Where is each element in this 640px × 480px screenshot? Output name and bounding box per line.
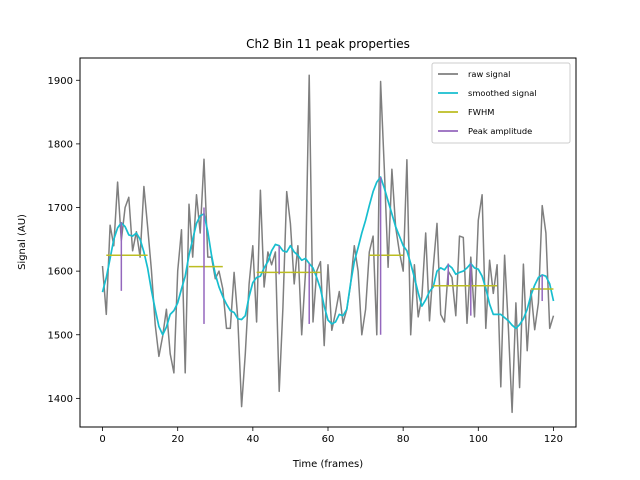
x-tick-label: 60 <box>322 434 335 445</box>
x-axis-label: Time (frames) <box>292 459 363 470</box>
x-tick-label: 120 <box>544 434 563 445</box>
smoothed-signal-line <box>101 176 555 336</box>
x-tick-label: 40 <box>246 434 259 445</box>
y-tick-label: 1900 <box>48 76 73 87</box>
legend-entry-label: Peak amplitude <box>468 126 532 136</box>
legend-box <box>431 62 571 144</box>
y-axis-label: Signal (AU) <box>17 214 28 270</box>
raw-signal-line <box>101 74 555 414</box>
y-tick-label: 1800 <box>48 139 73 150</box>
plot-area <box>101 74 555 414</box>
y-axis: 1400 1500 1600 1700 1800 1900 <box>48 76 80 405</box>
y-tick-label: 1600 <box>48 267 73 278</box>
x-tick-label: 20 <box>171 434 184 445</box>
y-tick-label: 1700 <box>48 203 73 214</box>
legend-entry-label: raw signal <box>468 69 510 79</box>
x-tick-label: 80 <box>397 434 410 445</box>
x-axis: 0 20 40 60 80 100 120 <box>99 427 563 445</box>
chart-title: Ch2 Bin 11 peak properties <box>246 37 410 51</box>
y-tick-label: 1400 <box>48 394 73 405</box>
x-tick-label: 100 <box>469 434 488 445</box>
x-tick-label: 0 <box>99 434 105 445</box>
legend: raw signal smoothed signal FWHM Peak amplit… <box>431 62 571 144</box>
y-tick-label: 1500 <box>48 330 73 341</box>
legend-entry-label: smoothed signal <box>468 88 537 98</box>
legend-entry-label: FWHM <box>468 107 494 117</box>
